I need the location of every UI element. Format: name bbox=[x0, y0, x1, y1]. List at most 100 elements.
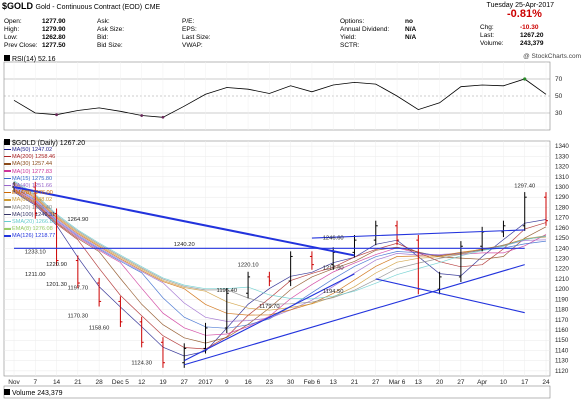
legend-swatch bbox=[4, 184, 11, 187]
legend-swatch bbox=[4, 206, 11, 208]
rsi-label: RSI(14) 52.16 bbox=[4, 55, 56, 63]
price-tick-label: 1140 bbox=[555, 347, 569, 354]
legend-text: MA(50) 1247.02 bbox=[12, 147, 53, 153]
quote-value: 1277.50 bbox=[42, 42, 66, 49]
price-tick-label: 1230 bbox=[555, 256, 569, 263]
quote-label: Open: bbox=[4, 18, 22, 25]
legend-entry: MA(40) 1251.66 bbox=[4, 183, 56, 190]
rsi-tick-label: 30 bbox=[555, 110, 563, 117]
moving-average-line bbox=[13, 185, 547, 322]
legend-entry: EMA(8) 1276.00 bbox=[4, 190, 56, 197]
quote-label: Bid: bbox=[97, 34, 109, 41]
symbol-title: $GOLD Gold - Continuous Contract (EOD) C… bbox=[2, 1, 160, 11]
quote-value: -10.30 bbox=[520, 24, 539, 31]
quote-label: Last: bbox=[480, 32, 495, 39]
price-label-text: $GOLD (Daily) 1267.20 bbox=[11, 140, 86, 147]
price-annotation: 1233.10 bbox=[25, 249, 46, 255]
legend-swatch bbox=[4, 163, 11, 165]
x-tick-label: 7 bbox=[33, 379, 37, 386]
moving-average-line bbox=[13, 191, 547, 357]
x-tick-label: 17 bbox=[521, 379, 529, 386]
price-annotation: 1264.90 bbox=[67, 217, 88, 223]
legend-text: SMA(20) 1266.83 bbox=[12, 219, 56, 226]
legend-entry: MA(60) 1248.02 bbox=[4, 197, 56, 204]
quote-label: Ask Size: bbox=[97, 26, 125, 33]
volume-label-text: Volume 243,379 bbox=[11, 390, 63, 397]
legend-swatch bbox=[4, 155, 11, 158]
price-label: $GOLD (Daily) 1267.20 bbox=[4, 139, 85, 147]
price-annotation: 1220.10 bbox=[238, 263, 259, 269]
x-tick-label: 24 bbox=[542, 379, 550, 386]
quote-value: 1279.90 bbox=[42, 26, 66, 33]
price-tick-label: 1300 bbox=[555, 184, 569, 191]
x-tick-label: 20 bbox=[436, 379, 444, 386]
price-label-icon bbox=[4, 139, 10, 145]
price-annotation: 1197.70 bbox=[68, 286, 89, 292]
legend-text: MA(15) 1275.80 bbox=[12, 175, 53, 182]
trendline bbox=[183, 273, 355, 362]
quote-label: Chg: bbox=[480, 24, 494, 31]
price-tick-label: 1260 bbox=[555, 225, 569, 232]
price-tick-label: 1120 bbox=[555, 368, 569, 375]
legend-swatch bbox=[4, 177, 11, 180]
legend-text: MA(10) 1277.83 bbox=[12, 168, 53, 175]
price-tick-label: 1290 bbox=[555, 194, 569, 201]
legend-swatch bbox=[4, 220, 11, 223]
price-tick-label: 1220 bbox=[555, 266, 569, 273]
legend-entry: EMA(8) 1276.08 bbox=[4, 226, 56, 233]
price-tick-label: 1180 bbox=[555, 307, 569, 314]
change-pct: -0.81% bbox=[507, 8, 542, 20]
price-tick-label: 1200 bbox=[555, 286, 569, 293]
legend-swatch bbox=[4, 235, 11, 237]
legend-swatch bbox=[4, 213, 11, 216]
legend-text: MA(40) 1251.66 bbox=[12, 183, 53, 190]
quote-label: High: bbox=[4, 26, 20, 33]
price-tick-label: 1280 bbox=[555, 204, 569, 211]
quote-label: Options: bbox=[340, 18, 365, 25]
trendline bbox=[375, 278, 525, 314]
quote-value: 1277.90 bbox=[42, 18, 66, 25]
legend-text: EMA(8) 1276.08 bbox=[12, 226, 53, 233]
x-tick-label: Mar 6 bbox=[389, 379, 406, 386]
price-tick-label: 1310 bbox=[555, 174, 569, 181]
quote-label: Prev Close: bbox=[4, 42, 38, 49]
x-tick-label: 13 bbox=[330, 379, 338, 386]
price-annotation: 1240.20 bbox=[174, 242, 195, 248]
legend-entry: MA(100) 1249.31 bbox=[4, 212, 56, 219]
rsi-tick-label: 70 bbox=[555, 76, 563, 83]
quote-label: Low: bbox=[4, 34, 18, 41]
x-tick-label: 21 bbox=[351, 379, 359, 386]
moving-average-line bbox=[13, 189, 547, 344]
price-tick-label: 1130 bbox=[555, 358, 569, 365]
quote-label: VWAP: bbox=[182, 42, 203, 49]
x-tick-label: 14 bbox=[53, 379, 61, 386]
price-annotation: 1217.50 bbox=[323, 265, 344, 271]
rsi-oversold-marker bbox=[161, 115, 165, 119]
price-tick-label: 1330 bbox=[555, 153, 569, 160]
quote-label: Annual Dividend: bbox=[340, 26, 390, 33]
price-tick-label: 1150 bbox=[555, 337, 569, 344]
quote-label: EPS: bbox=[182, 26, 197, 33]
rsi-overbought-marker bbox=[523, 77, 527, 81]
legend-entry: MA(20) 1266.40 bbox=[4, 205, 56, 212]
legend-swatch bbox=[4, 191, 11, 194]
quote-label: SCTR: bbox=[340, 42, 360, 49]
trendline bbox=[184, 264, 525, 366]
volume-panel-frame bbox=[3, 385, 551, 399]
quote-label: Yield: bbox=[340, 34, 357, 41]
volume-label: Volume 243,379 bbox=[4, 389, 63, 397]
legend-swatch bbox=[4, 228, 11, 230]
rsi-label-icon bbox=[4, 55, 10, 61]
quote-value: N/A bbox=[405, 26, 417, 33]
rsi-line bbox=[13, 78, 547, 118]
x-tick-label: 27 bbox=[181, 379, 189, 386]
price-tick-label: 1240 bbox=[555, 245, 569, 252]
exchange: CME bbox=[144, 4, 161, 11]
price-tick-label: 1250 bbox=[555, 235, 569, 242]
legend-text: MA(200) 1258.46 bbox=[12, 154, 56, 161]
price-annotation: 1246.60 bbox=[323, 236, 344, 242]
moving-average-line bbox=[13, 180, 547, 300]
legend-text: MA(126) 1218.77 bbox=[12, 233, 56, 240]
